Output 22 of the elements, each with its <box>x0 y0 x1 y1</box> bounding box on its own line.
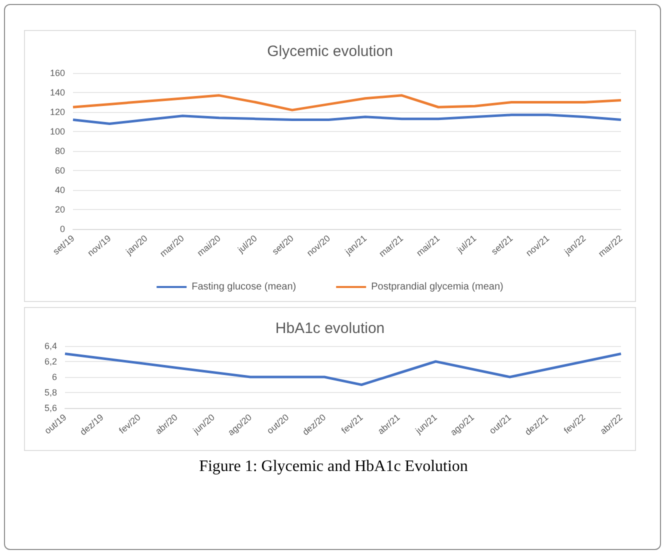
y-tick-label: 0 <box>60 224 65 234</box>
line-series <box>72 114 622 125</box>
chart-title: Glycemic evolution <box>267 43 393 60</box>
chart-title: HbA1c evolution <box>275 320 385 337</box>
y-tick-label: 6,2 <box>44 356 57 366</box>
y-tick-label: 20 <box>54 204 65 214</box>
y-tick-label: 6,4 <box>44 341 57 351</box>
y-tick-label: 6 <box>52 372 57 382</box>
y-tick-label: 160 <box>50 68 65 78</box>
legend-label: Fasting glucose (mean) <box>192 282 296 292</box>
line-series <box>72 94 622 112</box>
y-tick-label: 5,8 <box>44 388 57 398</box>
line-series <box>64 352 622 386</box>
y-tick-label: 100 <box>50 126 65 136</box>
legend-label: Postprandial glycemia (mean) <box>371 282 504 292</box>
y-tick-label: 140 <box>50 88 65 98</box>
caption: Figure 1: Glycemic and HbA1c Evolution <box>198 458 469 476</box>
y-tick-label: 60 <box>54 166 65 176</box>
y-tick-label: 40 <box>54 185 65 195</box>
y-tick-label: 80 <box>54 146 65 156</box>
y-tick-label: 120 <box>50 107 65 117</box>
y-tick-label: 5,6 <box>44 403 57 413</box>
